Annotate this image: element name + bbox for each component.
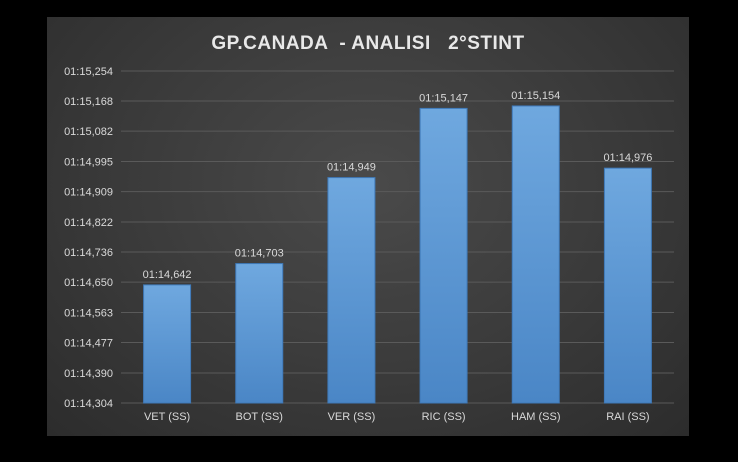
bar bbox=[603, 167, 652, 404]
y-tick-label: 01:14,563 bbox=[64, 307, 113, 319]
bar bbox=[143, 284, 192, 404]
y-tick-label: 01:15,168 bbox=[64, 96, 113, 108]
data-label: 01:14,703 bbox=[235, 248, 284, 260]
bars bbox=[143, 105, 652, 404]
x-tick-label: RIC (SS) bbox=[422, 411, 466, 423]
data-label: 01:15,154 bbox=[511, 90, 560, 102]
y-tick-label: 01:14,650 bbox=[64, 277, 113, 289]
data-label: 01:14,642 bbox=[143, 269, 192, 281]
bar bbox=[235, 263, 284, 404]
x-axis-ticks: VET (SS) BOT (SS) VER (SS) RIC (SS) HAM (SS)… bbox=[144, 411, 650, 423]
data-label: 01:14,976 bbox=[603, 152, 652, 164]
x-tick-label: BOT (SS) bbox=[236, 411, 283, 423]
y-tick-label: 01:14,822 bbox=[64, 217, 113, 229]
bar bbox=[511, 105, 560, 404]
chart-title: GP.CANADA - ANALISI 2°STINT bbox=[211, 33, 525, 54]
x-tick-label: HAM (SS) bbox=[511, 411, 561, 423]
bar bbox=[419, 107, 468, 404]
bar bbox=[327, 177, 376, 404]
y-tick-label: 01:14,736 bbox=[64, 247, 113, 259]
gridlines bbox=[121, 70, 674, 404]
y-tick-label: 01:14,390 bbox=[64, 368, 113, 380]
data-label: 01:14,949 bbox=[327, 162, 376, 174]
x-tick-label: RAI (SS) bbox=[606, 411, 649, 423]
y-tick-label: 01:15,254 bbox=[64, 66, 113, 78]
chart-panel: GP.CANADA - ANALISI 2°STINT 01:14,304 01:… bbox=[47, 17, 689, 436]
x-tick-label: VET (SS) bbox=[144, 411, 190, 423]
y-tick-label: 01:14,995 bbox=[64, 157, 113, 169]
y-tick-label: 01:14,304 bbox=[64, 398, 113, 410]
y-tick-label: 01:14,909 bbox=[64, 187, 113, 199]
x-tick-label: VER (SS) bbox=[328, 411, 376, 423]
bar-chart: 01:14,304 01:14,390 01:14,477 01:14,563 01:1… bbox=[64, 66, 674, 423]
y-axis-ticks: 01:14,304 01:14,390 01:14,477 01:14,563 01:1… bbox=[64, 66, 113, 410]
y-tick-label: 01:15,082 bbox=[64, 126, 113, 138]
data-labels: 01:14,642 01:14,703 01:14,949 01:15,147 01:1… bbox=[143, 90, 653, 281]
data-label: 01:15,147 bbox=[419, 92, 468, 104]
y-tick-label: 01:14,477 bbox=[64, 338, 113, 350]
